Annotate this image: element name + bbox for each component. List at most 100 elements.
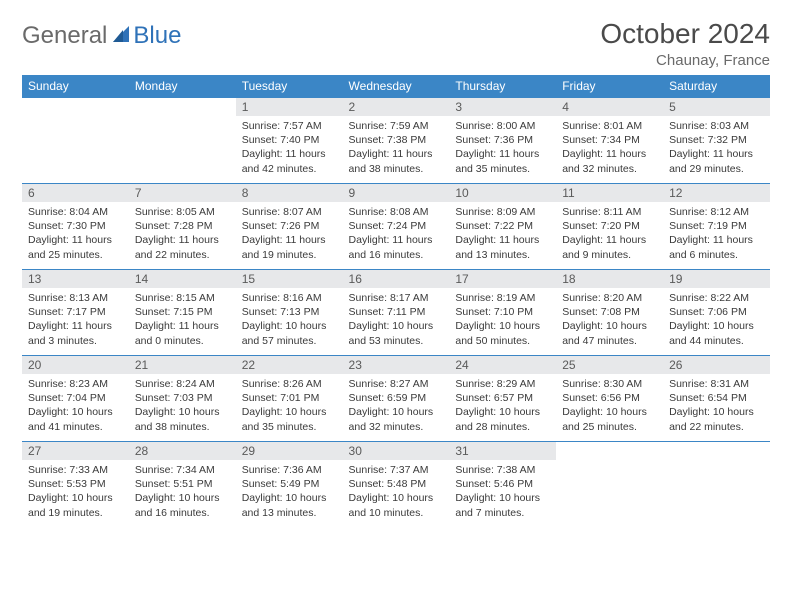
day-body: Sunrise: 7:33 AMSunset: 5:53 PMDaylight:… xyxy=(22,460,129,524)
sunrise-text: Sunrise: 8:24 AM xyxy=(135,377,230,391)
daylight-text: Daylight: 10 hours and 53 minutes. xyxy=(349,319,444,347)
day-number: 9 xyxy=(343,184,450,202)
day-number: 8 xyxy=(236,184,343,202)
day-body: Sunrise: 8:17 AMSunset: 7:11 PMDaylight:… xyxy=(343,288,450,352)
calendar-cell: 18Sunrise: 8:20 AMSunset: 7:08 PMDayligh… xyxy=(556,270,663,356)
sunset-text: Sunset: 7:17 PM xyxy=(28,305,123,319)
sunrise-text: Sunrise: 8:09 AM xyxy=(455,205,550,219)
calendar-body: 1Sunrise: 7:57 AMSunset: 7:40 PMDaylight… xyxy=(22,98,770,528)
day-number: 29 xyxy=(236,442,343,460)
day-number: 27 xyxy=(22,442,129,460)
sunset-text: Sunset: 7:15 PM xyxy=(135,305,230,319)
day-number: 10 xyxy=(449,184,556,202)
month-title: October 2024 xyxy=(600,18,770,50)
sunset-text: Sunset: 5:49 PM xyxy=(242,477,337,491)
calendar-cell: 20Sunrise: 8:23 AMSunset: 7:04 PMDayligh… xyxy=(22,356,129,442)
day-number: 11 xyxy=(556,184,663,202)
sunset-text: Sunset: 6:57 PM xyxy=(455,391,550,405)
sunrise-text: Sunrise: 8:23 AM xyxy=(28,377,123,391)
day-body: Sunrise: 8:13 AMSunset: 7:17 PMDaylight:… xyxy=(22,288,129,352)
calendar-table: SundayMondayTuesdayWednesdayThursdayFrid… xyxy=(22,75,770,528)
day-body: Sunrise: 8:26 AMSunset: 7:01 PMDaylight:… xyxy=(236,374,343,438)
day-body: Sunrise: 7:34 AMSunset: 5:51 PMDaylight:… xyxy=(129,460,236,524)
sunset-text: Sunset: 7:28 PM xyxy=(135,219,230,233)
sunset-text: Sunset: 7:22 PM xyxy=(455,219,550,233)
day-number: 12 xyxy=(663,184,770,202)
daylight-text: Daylight: 10 hours and 44 minutes. xyxy=(669,319,764,347)
sunset-text: Sunset: 7:30 PM xyxy=(28,219,123,233)
day-number: 16 xyxy=(343,270,450,288)
calendar-cell: 13Sunrise: 8:13 AMSunset: 7:17 PMDayligh… xyxy=(22,270,129,356)
calendar-cell: 5Sunrise: 8:03 AMSunset: 7:32 PMDaylight… xyxy=(663,98,770,184)
sunrise-text: Sunrise: 8:03 AM xyxy=(669,119,764,133)
logo-text-general: General xyxy=(22,22,107,50)
sunset-text: Sunset: 6:56 PM xyxy=(562,391,657,405)
calendar-cell: 27Sunrise: 7:33 AMSunset: 5:53 PMDayligh… xyxy=(22,442,129,528)
sunset-text: Sunset: 7:20 PM xyxy=(562,219,657,233)
daylight-text: Daylight: 10 hours and 13 minutes. xyxy=(242,491,337,519)
sail-icon xyxy=(111,24,131,49)
sunset-text: Sunset: 7:11 PM xyxy=(349,305,444,319)
day-number: 3 xyxy=(449,98,556,116)
day-body: Sunrise: 8:03 AMSunset: 7:32 PMDaylight:… xyxy=(663,116,770,180)
day-body: Sunrise: 8:19 AMSunset: 7:10 PMDaylight:… xyxy=(449,288,556,352)
sunset-text: Sunset: 7:06 PM xyxy=(669,305,764,319)
daylight-text: Daylight: 11 hours and 25 minutes. xyxy=(28,233,123,261)
calendar-row: 6Sunrise: 8:04 AMSunset: 7:30 PMDaylight… xyxy=(22,184,770,270)
sunrise-text: Sunrise: 8:08 AM xyxy=(349,205,444,219)
calendar-cell-empty xyxy=(663,442,770,528)
day-body: Sunrise: 8:12 AMSunset: 7:19 PMDaylight:… xyxy=(663,202,770,266)
daylight-text: Daylight: 10 hours and 35 minutes. xyxy=(242,405,337,433)
day-body: Sunrise: 8:00 AMSunset: 7:36 PMDaylight:… xyxy=(449,116,556,180)
header: General Blue October 2024 Chaunay, Franc… xyxy=(22,18,770,69)
sunrise-text: Sunrise: 7:34 AM xyxy=(135,463,230,477)
day-header: Saturday xyxy=(663,75,770,98)
day-number: 21 xyxy=(129,356,236,374)
calendar-cell: 1Sunrise: 7:57 AMSunset: 7:40 PMDaylight… xyxy=(236,98,343,184)
sunset-text: Sunset: 7:08 PM xyxy=(562,305,657,319)
calendar-cell-empty xyxy=(556,442,663,528)
day-body: Sunrise: 7:36 AMSunset: 5:49 PMDaylight:… xyxy=(236,460,343,524)
day-body: Sunrise: 8:15 AMSunset: 7:15 PMDaylight:… xyxy=(129,288,236,352)
daylight-text: Daylight: 10 hours and 28 minutes. xyxy=(455,405,550,433)
sunset-text: Sunset: 7:10 PM xyxy=(455,305,550,319)
day-number: 4 xyxy=(556,98,663,116)
day-header: Friday xyxy=(556,75,663,98)
daylight-text: Daylight: 10 hours and 7 minutes. xyxy=(455,491,550,519)
day-number: 19 xyxy=(663,270,770,288)
daylight-text: Daylight: 10 hours and 50 minutes. xyxy=(455,319,550,347)
day-body: Sunrise: 8:09 AMSunset: 7:22 PMDaylight:… xyxy=(449,202,556,266)
calendar-cell: 7Sunrise: 8:05 AMSunset: 7:28 PMDaylight… xyxy=(129,184,236,270)
sunrise-text: Sunrise: 8:31 AM xyxy=(669,377,764,391)
daylight-text: Daylight: 11 hours and 42 minutes. xyxy=(242,147,337,175)
daylight-text: Daylight: 11 hours and 13 minutes. xyxy=(455,233,550,261)
day-header: Tuesday xyxy=(236,75,343,98)
day-number: 1 xyxy=(236,98,343,116)
daylight-text: Daylight: 11 hours and 22 minutes. xyxy=(135,233,230,261)
sunrise-text: Sunrise: 8:04 AM xyxy=(28,205,123,219)
day-body: Sunrise: 8:24 AMSunset: 7:03 PMDaylight:… xyxy=(129,374,236,438)
sunrise-text: Sunrise: 8:07 AM xyxy=(242,205,337,219)
daylight-text: Daylight: 11 hours and 32 minutes. xyxy=(562,147,657,175)
sunrise-text: Sunrise: 8:26 AM xyxy=(242,377,337,391)
calendar-cell: 16Sunrise: 8:17 AMSunset: 7:11 PMDayligh… xyxy=(343,270,450,356)
daylight-text: Daylight: 10 hours and 32 minutes. xyxy=(349,405,444,433)
day-body: Sunrise: 8:04 AMSunset: 7:30 PMDaylight:… xyxy=(22,202,129,266)
daylight-text: Daylight: 10 hours and 47 minutes. xyxy=(562,319,657,347)
day-number: 22 xyxy=(236,356,343,374)
day-body: Sunrise: 8:29 AMSunset: 6:57 PMDaylight:… xyxy=(449,374,556,438)
day-body: Sunrise: 8:05 AMSunset: 7:28 PMDaylight:… xyxy=(129,202,236,266)
calendar-cell: 23Sunrise: 8:27 AMSunset: 6:59 PMDayligh… xyxy=(343,356,450,442)
sunrise-text: Sunrise: 8:16 AM xyxy=(242,291,337,305)
sunset-text: Sunset: 5:48 PM xyxy=(349,477,444,491)
calendar-cell: 28Sunrise: 7:34 AMSunset: 5:51 PMDayligh… xyxy=(129,442,236,528)
day-number: 23 xyxy=(343,356,450,374)
daylight-text: Daylight: 10 hours and 16 minutes. xyxy=(135,491,230,519)
sunrise-text: Sunrise: 7:57 AM xyxy=(242,119,337,133)
day-body: Sunrise: 8:11 AMSunset: 7:20 PMDaylight:… xyxy=(556,202,663,266)
calendar-row: 1Sunrise: 7:57 AMSunset: 7:40 PMDaylight… xyxy=(22,98,770,184)
day-body: Sunrise: 8:23 AMSunset: 7:04 PMDaylight:… xyxy=(22,374,129,438)
calendar-cell: 4Sunrise: 8:01 AMSunset: 7:34 PMDaylight… xyxy=(556,98,663,184)
sunrise-text: Sunrise: 7:33 AM xyxy=(28,463,123,477)
location: Chaunay, France xyxy=(600,52,770,69)
